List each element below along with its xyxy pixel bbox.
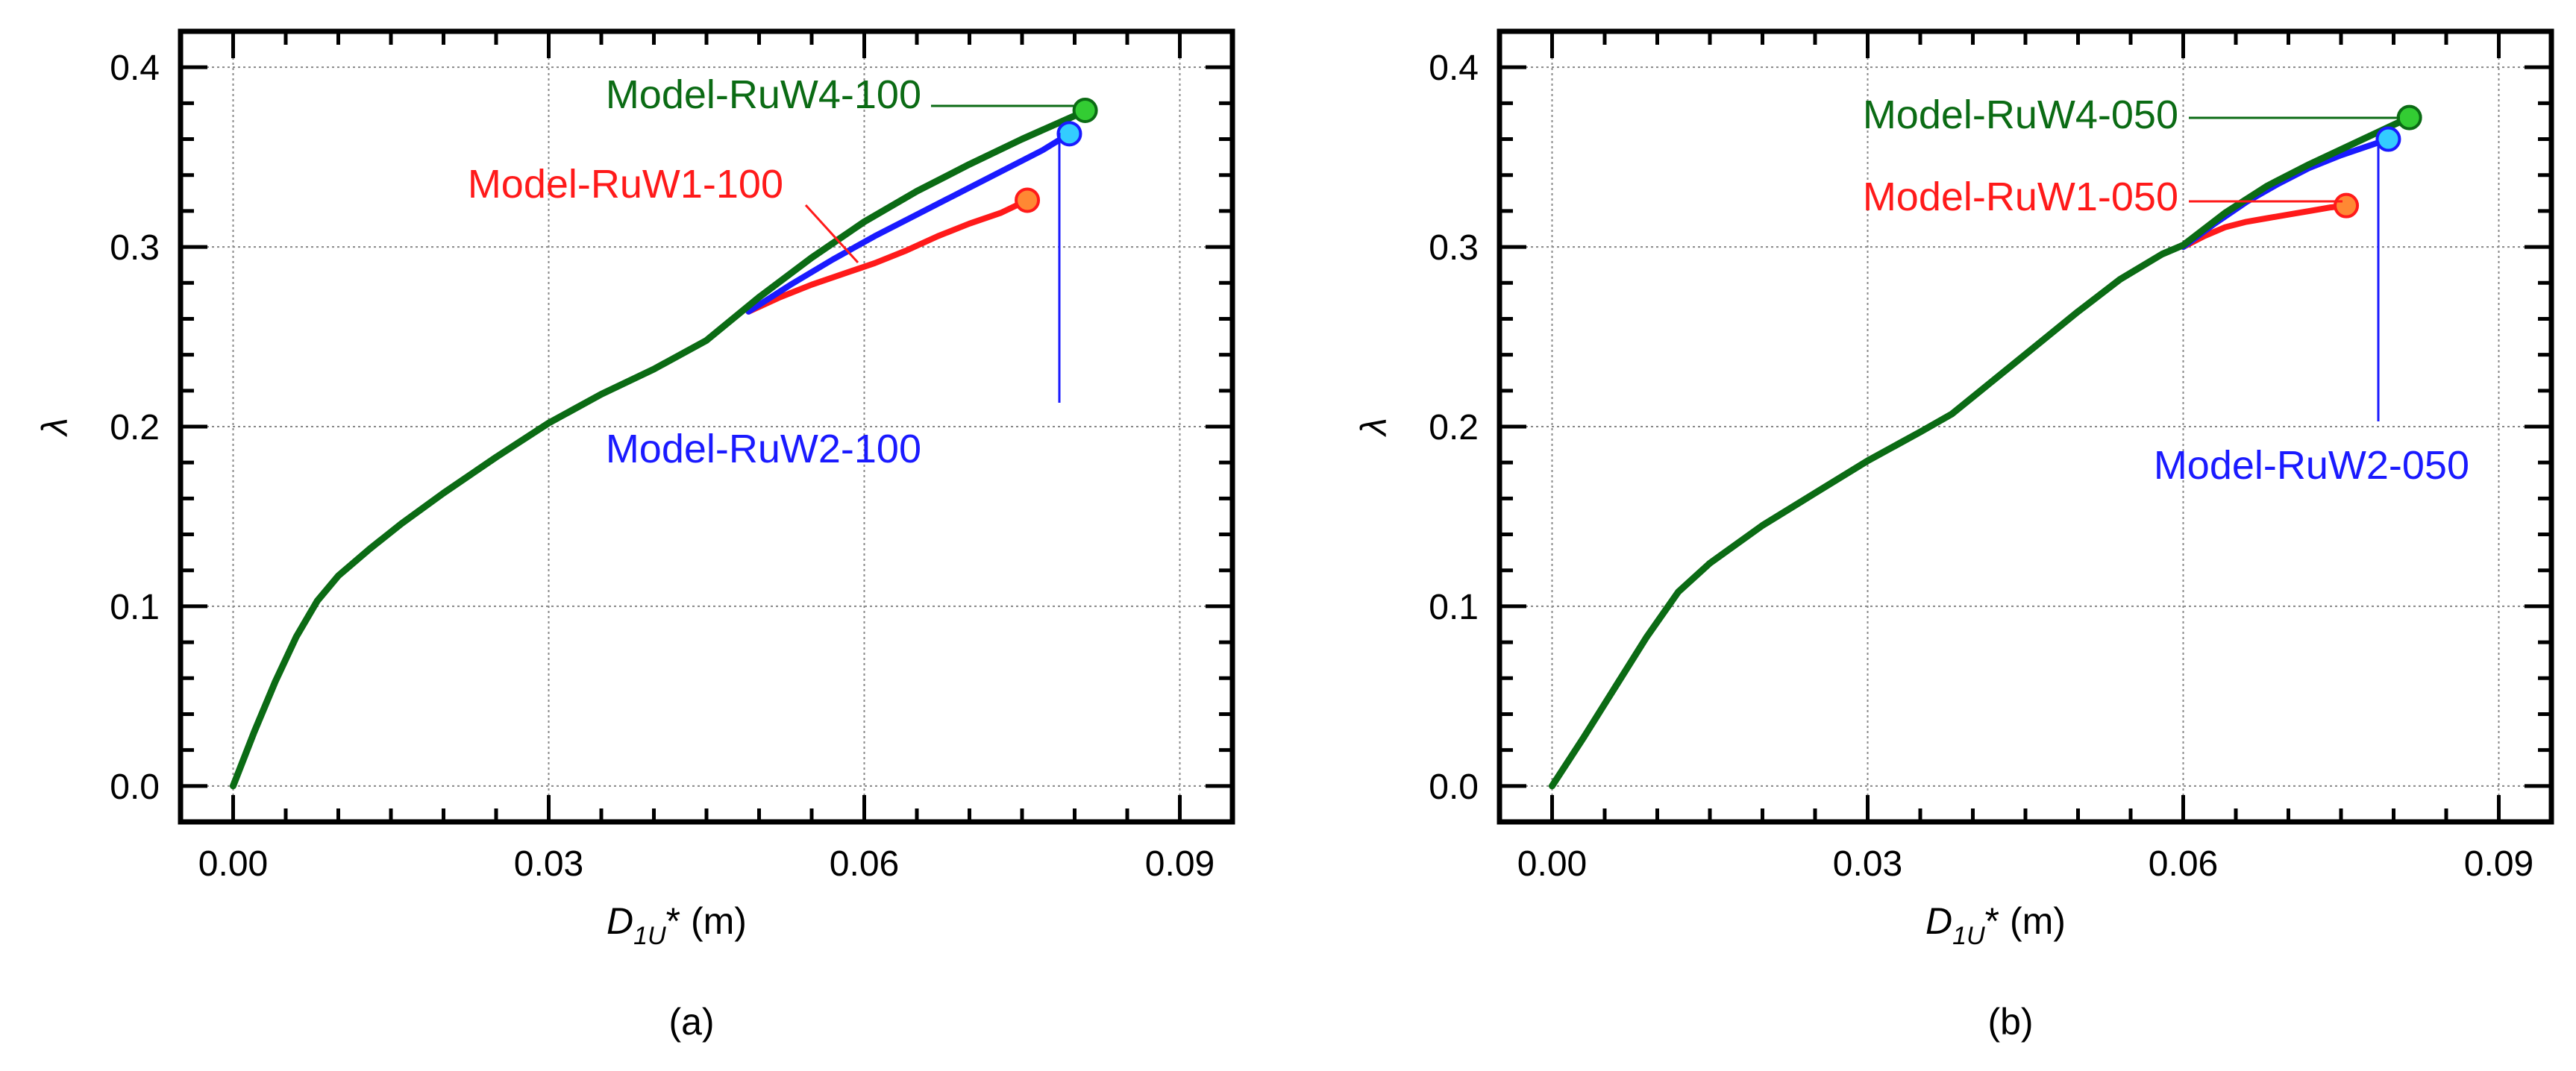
end-marker-model-ruw4-050 bbox=[2396, 104, 2422, 131]
y-tick-label-2: 0.2 bbox=[110, 408, 160, 447]
series-line-model-ruw1-050 bbox=[2180, 202, 2350, 251]
panel-b-grid bbox=[1499, 31, 2551, 822]
y-tick-label-0: 0.0 bbox=[110, 767, 160, 807]
panel-b-tick-labels: 0.00 0.03 0.06 0.09 0.0 0.1 0.2 0.3 0.4 bbox=[1429, 48, 2533, 884]
panel-a-y-axis-label: λ bbox=[36, 418, 75, 438]
annotation-model-ruw2-050: Model-RuW2-050 bbox=[2154, 443, 2469, 488]
panel-a-x-axis-label-rest: * (m) bbox=[666, 900, 747, 942]
x-tick-label-3: 0.09 bbox=[1145, 844, 1215, 884]
x-tick-label-2: 0.06 bbox=[2149, 844, 2218, 884]
panel-a-caption: (a) bbox=[668, 1001, 714, 1043]
annotation-model-ruw1-050: Model-RuW1-050 bbox=[1863, 175, 2178, 219]
panel-b-x-axis-label: D1U* (m) bbox=[1925, 900, 2066, 950]
y-tick-label-1: 0.1 bbox=[110, 588, 160, 627]
series-line-model-ruw2-100 bbox=[745, 131, 1073, 315]
panel-a-x-axis-label-main: D bbox=[607, 900, 633, 942]
panel-a-annotations: Model-RuW4-100 Model-RuW1-100 Model-RuW2-1… bbox=[468, 72, 1074, 471]
annotation-leader-model-ruw1-100 bbox=[804, 204, 859, 264]
y-tick-label-2: 0.2 bbox=[1429, 408, 1479, 447]
panel-a: Model-RuW4-100 Model-RuW1-100 Model-RuW2-1… bbox=[36, 28, 1235, 1043]
y-tick-label-1: 0.1 bbox=[1429, 588, 1479, 627]
y-tick-label-3: 0.3 bbox=[110, 228, 160, 268]
panel-b-caption: (b) bbox=[1987, 1001, 2033, 1043]
x-tick-label-3: 0.09 bbox=[2464, 844, 2533, 884]
annotation-model-ruw4-100: Model-RuW4-100 bbox=[606, 72, 921, 117]
x-tick-label-1: 0.03 bbox=[514, 844, 583, 884]
panel-b-annotations: Model-RuW4-050 Model-RuW1-050 Model-RuW2-0… bbox=[1863, 92, 2469, 488]
panel-b-x-axis-label-main: D bbox=[1925, 900, 1952, 942]
annotation-model-ruw1-100: Model-RuW1-100 bbox=[468, 162, 783, 207]
panel-a-x-axis-label-sub: 1U bbox=[633, 922, 666, 950]
panel-b-x-axis-label-rest: * (m) bbox=[1985, 900, 2066, 942]
panel-b-x-axis-label-sub: 1U bbox=[1952, 922, 1985, 950]
x-tick-label-1: 0.03 bbox=[1833, 844, 1902, 884]
y-tick-label-4: 0.4 bbox=[110, 48, 160, 88]
annotation-model-ruw2-100: Model-RuW2-100 bbox=[606, 427, 921, 471]
x-tick-label-0: 0.00 bbox=[1517, 844, 1587, 884]
panel-a-series bbox=[230, 98, 1098, 790]
x-tick-label-0: 0.00 bbox=[198, 844, 268, 884]
end-marker-model-ruw2-050 bbox=[2375, 126, 2401, 152]
end-marker-model-ruw1-100 bbox=[1015, 187, 1041, 213]
panel-a-x-axis-label: D1U* (m) bbox=[607, 900, 747, 950]
series-line-model-ruw4-100 bbox=[230, 107, 1089, 790]
series-line-model-ruw1-100 bbox=[745, 197, 1030, 315]
x-tick-label-2: 0.06 bbox=[830, 844, 899, 884]
series-line-model-ruw4-050 bbox=[1549, 114, 2413, 790]
panel-b-y-axis-label: λ bbox=[1355, 418, 1394, 438]
y-tick-label-3: 0.3 bbox=[1429, 228, 1479, 268]
panel-b: Model-RuW4-050 Model-RuW1-050 Model-RuW2-0… bbox=[1355, 28, 2554, 1043]
panel-a-grid bbox=[181, 31, 1232, 822]
end-marker-model-ruw2-100 bbox=[1056, 121, 1082, 147]
panel-b-series bbox=[1549, 104, 2422, 790]
y-tick-label-4: 0.4 bbox=[1429, 48, 1479, 88]
annotation-model-ruw4-050: Model-RuW4-050 bbox=[1863, 92, 2178, 137]
end-marker-model-ruw1-050 bbox=[2334, 192, 2360, 219]
panel-a-tick-labels: 0.00 0.03 0.06 0.09 0.0 0.1 0.2 0.3 0.4 bbox=[110, 48, 1215, 884]
y-tick-label-0: 0.0 bbox=[1429, 767, 1479, 807]
end-marker-model-ruw4-100 bbox=[1072, 98, 1098, 123]
panel-b-ticks bbox=[1499, 31, 2554, 822]
panel-a-ticks bbox=[181, 31, 1235, 822]
